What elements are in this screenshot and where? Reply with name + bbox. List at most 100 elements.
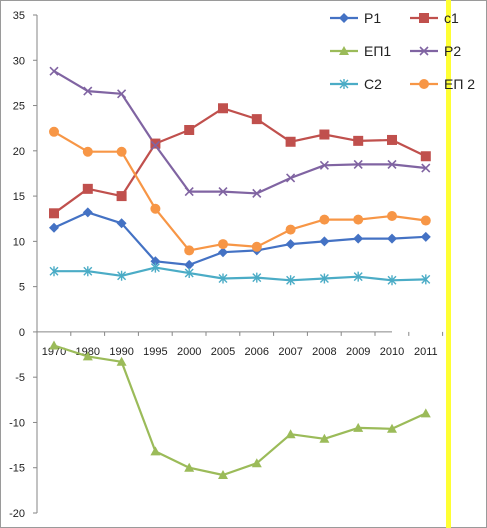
series-line-2 xyxy=(53,107,427,215)
data-point-4 xyxy=(150,140,160,150)
y-tick-label: 30 xyxy=(13,55,25,67)
data-point-4 xyxy=(421,163,431,173)
data-point-2 xyxy=(218,103,228,114)
data-point-2 xyxy=(251,114,262,125)
data-point-4 xyxy=(252,188,262,198)
data-point-3 xyxy=(150,446,161,456)
legend-label-5: C2 xyxy=(364,76,382,92)
markers-group xyxy=(49,66,431,479)
data-point-1 xyxy=(319,236,330,247)
data-point-3 xyxy=(387,423,397,433)
data-point-4 xyxy=(117,89,127,99)
data-point-5 xyxy=(421,274,431,285)
data-point-3 xyxy=(116,356,127,366)
series-line-6 xyxy=(53,130,426,252)
data-point-3 xyxy=(184,462,195,472)
data-point-6 xyxy=(285,224,296,235)
y-tick-label: -20 xyxy=(9,508,25,520)
data-point-2 xyxy=(116,191,127,202)
data-point-5 xyxy=(218,273,228,284)
data-point-2 xyxy=(285,136,296,147)
data-point-6 xyxy=(353,214,364,225)
legend-marker-5 xyxy=(339,79,349,89)
data-point-5 xyxy=(319,273,329,284)
series-line-4 xyxy=(53,70,426,195)
data-point-3 xyxy=(82,351,93,361)
data-point-6 xyxy=(184,245,195,256)
data-point-3 xyxy=(319,433,330,443)
data-point-1 xyxy=(49,222,59,233)
data-point-6 xyxy=(150,203,161,214)
data-point-4 xyxy=(49,66,59,76)
data-point-2 xyxy=(353,135,364,146)
data-point-2 xyxy=(319,129,330,140)
legend-label-1: P1 xyxy=(364,10,381,26)
axes-group: -20-15-10-505101520253035197019801990199… xyxy=(9,10,444,520)
series-group xyxy=(53,70,427,477)
data-point-3 xyxy=(49,340,59,350)
data-point-4 xyxy=(83,86,93,96)
legend-marker-4 xyxy=(419,46,429,56)
x-tick-label: 2006 xyxy=(245,346,269,358)
data-point-2 xyxy=(49,208,59,219)
data-point-3 xyxy=(285,429,296,439)
data-point-6 xyxy=(116,146,127,157)
x-tick-label: 2011 xyxy=(414,346,438,358)
y-tick-label: -10 xyxy=(9,417,25,429)
x-tick-label: 2000 xyxy=(177,346,201,358)
data-point-5 xyxy=(184,268,194,279)
data-point-5 xyxy=(286,275,296,286)
data-point-4 xyxy=(286,173,296,183)
x-tick-label: 1970 xyxy=(42,346,66,358)
data-point-6 xyxy=(387,211,397,222)
data-point-6 xyxy=(218,239,228,250)
legend-label-6: ЕП 2 xyxy=(444,76,475,92)
legend-group: P1 c1 ЕП1 P2 C2 ЕП 2 xyxy=(330,10,475,92)
data-point-5 xyxy=(353,271,363,282)
data-point-2 xyxy=(387,134,397,145)
data-point-6 xyxy=(319,214,330,225)
legend-marker-3 xyxy=(339,46,349,55)
data-point-2 xyxy=(420,151,431,162)
x-tick-label: 1990 xyxy=(109,346,133,358)
data-point-1 xyxy=(150,256,161,267)
data-point-5 xyxy=(83,266,93,277)
yellow-divider-bar xyxy=(446,0,451,528)
y-tick-label: 5 xyxy=(19,282,25,294)
legend-label-4: P2 xyxy=(444,43,461,59)
data-point-3 xyxy=(353,422,364,432)
data-point-5 xyxy=(252,272,262,283)
data-point-1 xyxy=(116,218,127,229)
data-point-4 xyxy=(218,186,228,197)
data-point-2 xyxy=(150,138,161,149)
data-point-6 xyxy=(49,126,59,137)
y-tick-label: -5 xyxy=(15,372,25,384)
series-line-5 xyxy=(54,266,426,282)
legend-marker-1 xyxy=(339,13,349,23)
y-tick-label: 25 xyxy=(13,101,25,113)
data-point-4 xyxy=(353,159,363,169)
data-point-1 xyxy=(82,207,93,218)
series-line-1 xyxy=(53,211,426,266)
series-line-3 xyxy=(53,344,427,477)
data-point-3 xyxy=(420,408,431,418)
x-tick-label: 2005 xyxy=(211,346,235,358)
data-point-6 xyxy=(82,146,93,157)
data-point-1 xyxy=(184,259,195,270)
data-point-3 xyxy=(218,469,228,479)
data-point-5 xyxy=(117,270,127,281)
legend-label-3: ЕП1 xyxy=(364,43,391,59)
y-tick-label: 35 xyxy=(13,10,25,22)
y-tick-label: 0 xyxy=(19,327,25,339)
y-tick-label: 10 xyxy=(13,236,25,248)
legend-label-2: c1 xyxy=(444,10,459,26)
data-point-5 xyxy=(387,275,397,286)
data-point-1 xyxy=(218,247,228,258)
x-tick-label: 2010 xyxy=(380,346,404,358)
data-point-5 xyxy=(49,266,59,277)
data-point-6 xyxy=(251,241,262,252)
data-point-1 xyxy=(420,231,431,242)
data-point-2 xyxy=(184,124,195,135)
